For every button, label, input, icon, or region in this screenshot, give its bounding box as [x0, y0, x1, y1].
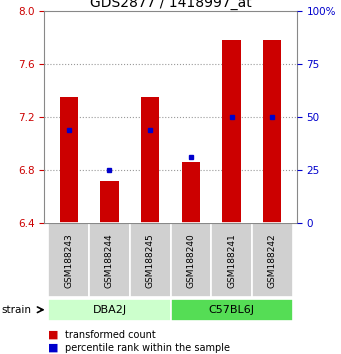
Text: ■: ■: [48, 330, 58, 339]
Bar: [130, 223, 170, 297]
Bar: [48, 223, 89, 297]
Text: GSM188245: GSM188245: [146, 233, 155, 287]
Text: ■: ■: [48, 343, 58, 353]
Text: GSM188240: GSM188240: [186, 233, 195, 287]
Bar: [182, 162, 200, 223]
Bar: [89, 223, 130, 297]
Text: DBA2J: DBA2J: [92, 305, 127, 315]
Bar: [211, 223, 252, 297]
Bar: [170, 299, 293, 321]
Text: transformed count: transformed count: [65, 330, 155, 339]
Title: GDS2877 / 1418997_at: GDS2877 / 1418997_at: [90, 0, 251, 10]
Text: GSM188242: GSM188242: [268, 233, 277, 287]
Bar: [252, 223, 293, 297]
Bar: [141, 97, 159, 223]
Bar: [222, 40, 241, 223]
Text: strain: strain: [2, 305, 32, 315]
Text: GSM188241: GSM188241: [227, 233, 236, 287]
Text: GSM188243: GSM188243: [64, 233, 73, 287]
Bar: [263, 40, 281, 223]
Text: percentile rank within the sample: percentile rank within the sample: [65, 343, 230, 353]
Bar: [48, 299, 170, 321]
Text: C57BL6J: C57BL6J: [209, 305, 254, 315]
Bar: [100, 181, 119, 223]
Bar: [170, 223, 211, 297]
Text: GSM188244: GSM188244: [105, 233, 114, 287]
Bar: [60, 97, 78, 223]
